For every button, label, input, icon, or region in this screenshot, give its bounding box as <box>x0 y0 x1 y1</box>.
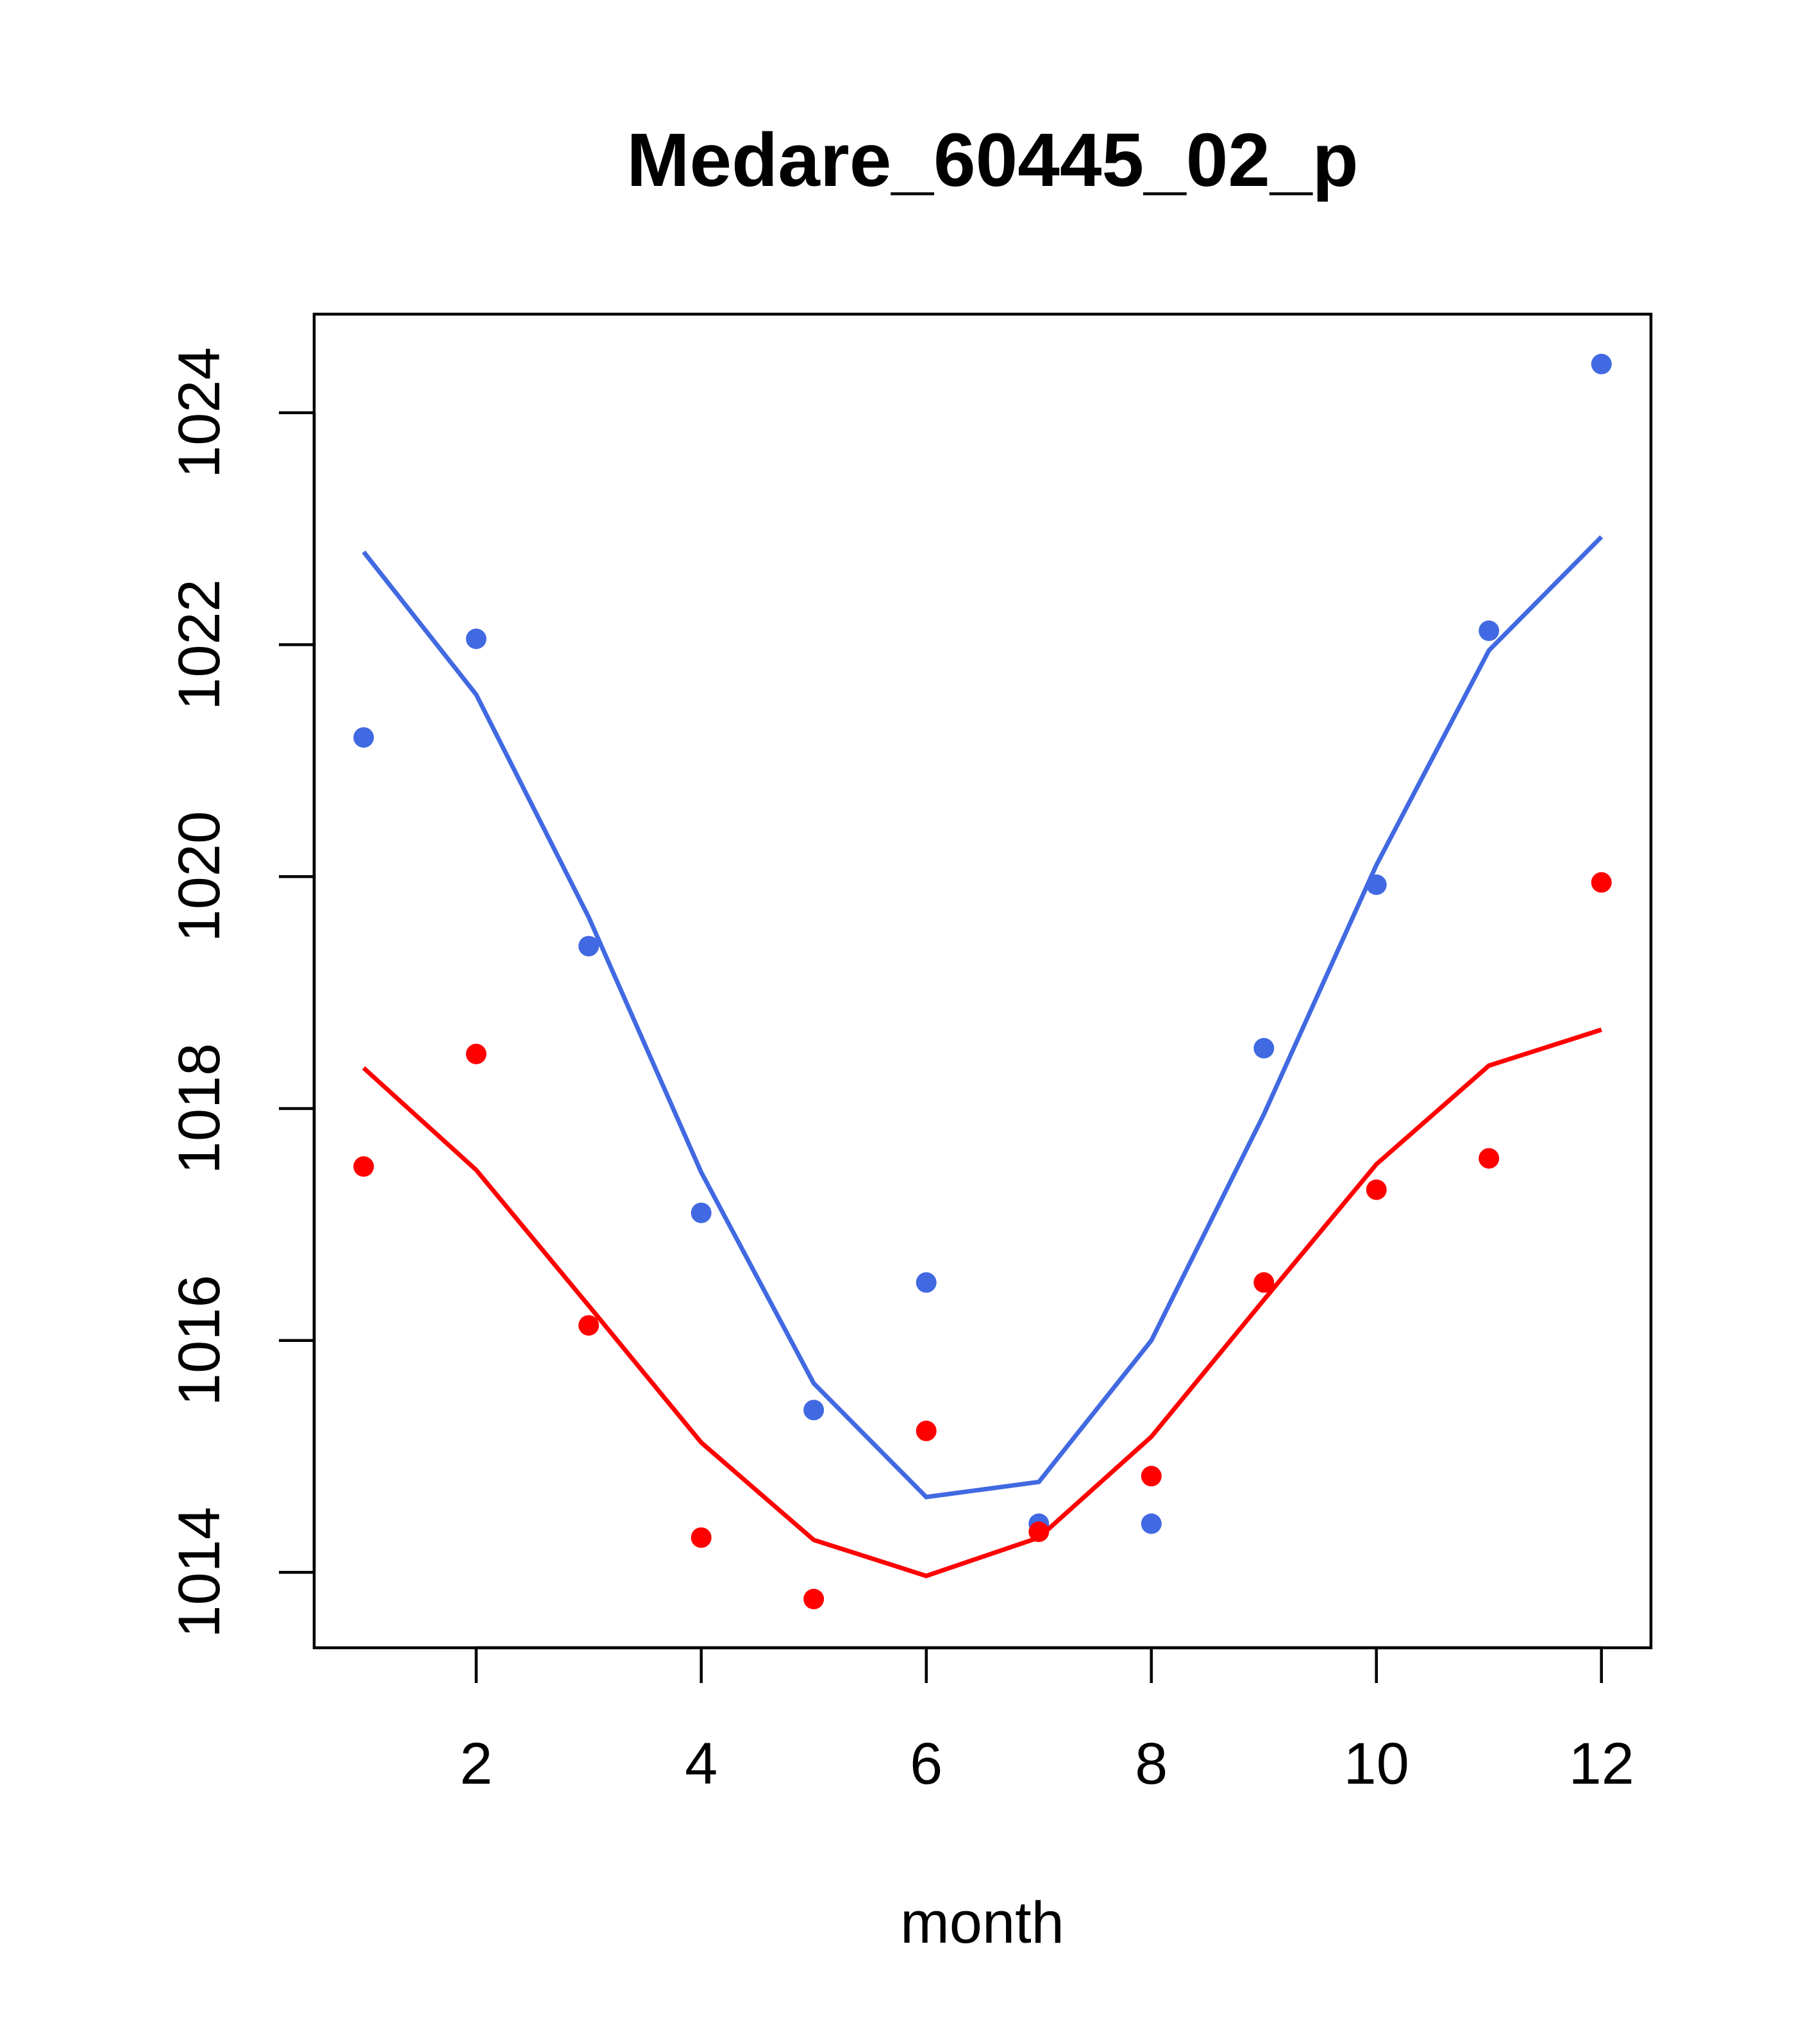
series-layer <box>353 353 1612 1609</box>
y-tick-label: 1020 <box>167 811 232 942</box>
plot-frame <box>312 312 1653 1650</box>
x-axis: 2 4 6 8 10 12 <box>460 1646 1634 1797</box>
y-tick-label: 1016 <box>167 1275 232 1406</box>
series-0-point <box>1591 353 1612 374</box>
series-1-point <box>1591 872 1612 893</box>
x-tick-label: 12 <box>1569 1731 1634 1797</box>
series-1-point <box>465 1043 487 1064</box>
series-1-fit-line <box>362 1027 1602 1579</box>
series-1-point <box>1478 1148 1500 1169</box>
y-tick-label: 1024 <box>167 347 232 478</box>
series-0-point <box>691 1202 712 1223</box>
series-0-point <box>803 1400 825 1421</box>
series-0-point <box>1253 1037 1275 1059</box>
chart-title: Medare_60445_02_p <box>626 118 1359 203</box>
series-1-point <box>1141 1466 1162 1487</box>
series-0-point <box>1478 620 1500 641</box>
y-tick-label: 1022 <box>167 579 232 710</box>
series-1-point <box>1366 1179 1387 1200</box>
x-tick-label: 10 <box>1344 1731 1409 1797</box>
series-1-point <box>803 1589 825 1609</box>
y-axis: 1014 1016 1018 1020 1022 1024 <box>167 347 316 1638</box>
y-tick-label: 1014 <box>167 1507 232 1638</box>
x-tick-label: 8 <box>1135 1731 1168 1797</box>
series-0-point <box>353 727 374 748</box>
series-0-fit-line <box>362 535 1603 1500</box>
x-axis-label: month <box>900 1890 1064 1956</box>
y-tick-label: 1018 <box>167 1043 232 1175</box>
x-tick-label: 2 <box>460 1731 492 1797</box>
x-tick-label: 4 <box>685 1731 717 1797</box>
series-1-point <box>691 1527 712 1548</box>
series-1-point <box>578 1315 599 1336</box>
series-1-point <box>916 1420 937 1441</box>
series-0-point <box>916 1272 937 1293</box>
series-0-point <box>578 935 599 957</box>
series-0-point <box>1141 1513 1162 1534</box>
x-tick-label: 6 <box>910 1731 942 1797</box>
series-0-point <box>1366 874 1387 895</box>
series-1-point <box>1028 1521 1050 1543</box>
series-1-point <box>353 1156 374 1177</box>
series-1-point <box>1253 1272 1275 1293</box>
series-0-point <box>465 628 487 649</box>
